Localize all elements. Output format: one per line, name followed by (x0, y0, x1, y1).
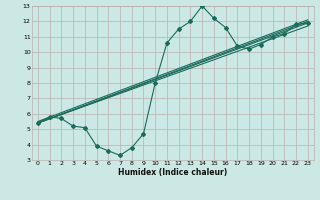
X-axis label: Humidex (Indice chaleur): Humidex (Indice chaleur) (118, 168, 228, 177)
